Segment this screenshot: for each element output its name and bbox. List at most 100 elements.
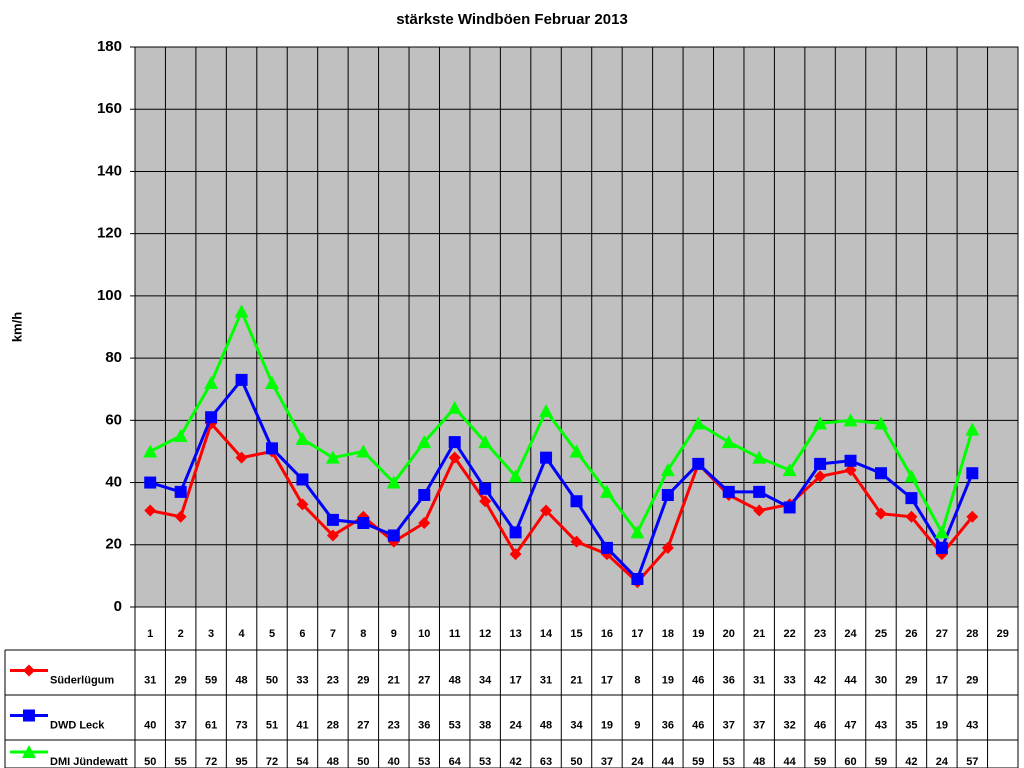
marker xyxy=(630,525,645,539)
marker xyxy=(874,467,887,480)
marker xyxy=(173,428,188,442)
table-value: 48 xyxy=(235,674,247,686)
marker xyxy=(966,467,979,480)
table-value: 8 xyxy=(634,674,640,686)
table-value: 42 xyxy=(905,756,917,768)
marker xyxy=(447,400,462,414)
x-tick-label: 22 xyxy=(784,628,796,640)
marker xyxy=(753,485,766,498)
table-value: 50 xyxy=(144,756,156,768)
plot-area xyxy=(134,46,1019,608)
table-value: 48 xyxy=(327,756,339,768)
table-value: 47 xyxy=(844,719,856,731)
table-value: 50 xyxy=(570,756,582,768)
marker xyxy=(296,473,309,486)
marker xyxy=(782,463,797,477)
marker xyxy=(235,451,248,464)
table-value: 57 xyxy=(966,756,978,768)
marker xyxy=(692,457,705,470)
table-value: 95 xyxy=(235,756,247,768)
y-tick-label: 140 xyxy=(97,162,122,179)
marker xyxy=(599,484,614,498)
table-value: 53 xyxy=(723,756,735,768)
table-value: 30 xyxy=(875,674,887,686)
marker xyxy=(814,457,827,470)
marker xyxy=(204,376,219,389)
marker xyxy=(965,422,980,436)
y-tick-label: 160 xyxy=(97,100,122,117)
y-tick-label: 20 xyxy=(105,536,122,553)
table-value: 36 xyxy=(662,719,674,731)
x-tick-label: 14 xyxy=(540,628,553,640)
table-value: 40 xyxy=(144,719,156,731)
table-value: 21 xyxy=(388,674,400,686)
table-value: 37 xyxy=(175,719,187,731)
table-value: 44 xyxy=(844,674,857,686)
marker xyxy=(661,541,674,554)
x-tick-label: 19 xyxy=(692,628,704,640)
table-value: 51 xyxy=(266,719,278,731)
x-tick-label: 9 xyxy=(391,628,397,640)
table-value: 34 xyxy=(570,719,583,731)
table-value: 29 xyxy=(966,674,978,686)
table-value: 50 xyxy=(357,756,369,768)
marker xyxy=(508,469,523,483)
x-tick-label: 29 xyxy=(997,628,1009,640)
x-tick-label: 15 xyxy=(570,628,582,640)
marker xyxy=(661,489,674,501)
marker xyxy=(295,432,310,445)
table-value: 54 xyxy=(296,756,309,768)
table-value: 36 xyxy=(418,719,430,731)
marker xyxy=(814,470,827,483)
marker xyxy=(265,376,280,389)
x-tick-label: 28 xyxy=(966,628,978,640)
marker xyxy=(357,517,370,529)
marker xyxy=(631,573,644,585)
table-value: 72 xyxy=(266,756,278,768)
marker xyxy=(418,517,431,529)
marker xyxy=(934,525,949,539)
table-value: 29 xyxy=(357,674,369,686)
table-value: 53 xyxy=(418,756,430,768)
table-value: 37 xyxy=(753,719,765,731)
table-value: 63 xyxy=(540,756,552,768)
table-value: 48 xyxy=(753,756,765,768)
marker xyxy=(783,501,796,514)
marker xyxy=(235,373,248,386)
x-tick-label: 10 xyxy=(418,628,430,640)
table-value: 28 xyxy=(327,719,339,731)
table-value: 59 xyxy=(875,756,887,768)
marker xyxy=(905,492,918,505)
marker xyxy=(844,464,857,477)
x-tick-label: 1 xyxy=(147,628,153,640)
marker xyxy=(478,435,493,449)
legend-label: DWD Leck xyxy=(50,719,105,731)
series-line xyxy=(149,307,974,537)
marker xyxy=(540,451,553,464)
x-tick-label: 25 xyxy=(875,628,887,640)
table-value: 9 xyxy=(634,719,640,731)
table-value: 73 xyxy=(235,719,247,731)
marker xyxy=(904,469,919,483)
table-value: 31 xyxy=(540,674,552,686)
table-value: 40 xyxy=(388,756,400,768)
marker xyxy=(205,411,218,424)
legend-label: DMI Jündewatt xyxy=(50,756,128,768)
marker xyxy=(479,495,492,508)
table-value: 61 xyxy=(205,719,217,731)
table-value: 19 xyxy=(601,719,613,731)
table-value: 35 xyxy=(905,719,917,731)
table-value: 37 xyxy=(723,719,735,731)
x-tick-label: 4 xyxy=(239,628,246,640)
x-tick-label: 6 xyxy=(299,628,305,640)
marker xyxy=(509,548,522,561)
table-value: 60 xyxy=(844,756,856,768)
x-tick-label: 12 xyxy=(479,628,491,640)
x-tick-label: 16 xyxy=(601,628,613,640)
table-value: 42 xyxy=(814,674,826,686)
x-tick-label: 17 xyxy=(631,628,643,640)
chart-title: stärkste Windböen Februar 2013 xyxy=(396,11,628,28)
table-value: 59 xyxy=(814,756,826,768)
table-value: 33 xyxy=(784,674,796,686)
x-tick-label: 8 xyxy=(360,628,366,640)
